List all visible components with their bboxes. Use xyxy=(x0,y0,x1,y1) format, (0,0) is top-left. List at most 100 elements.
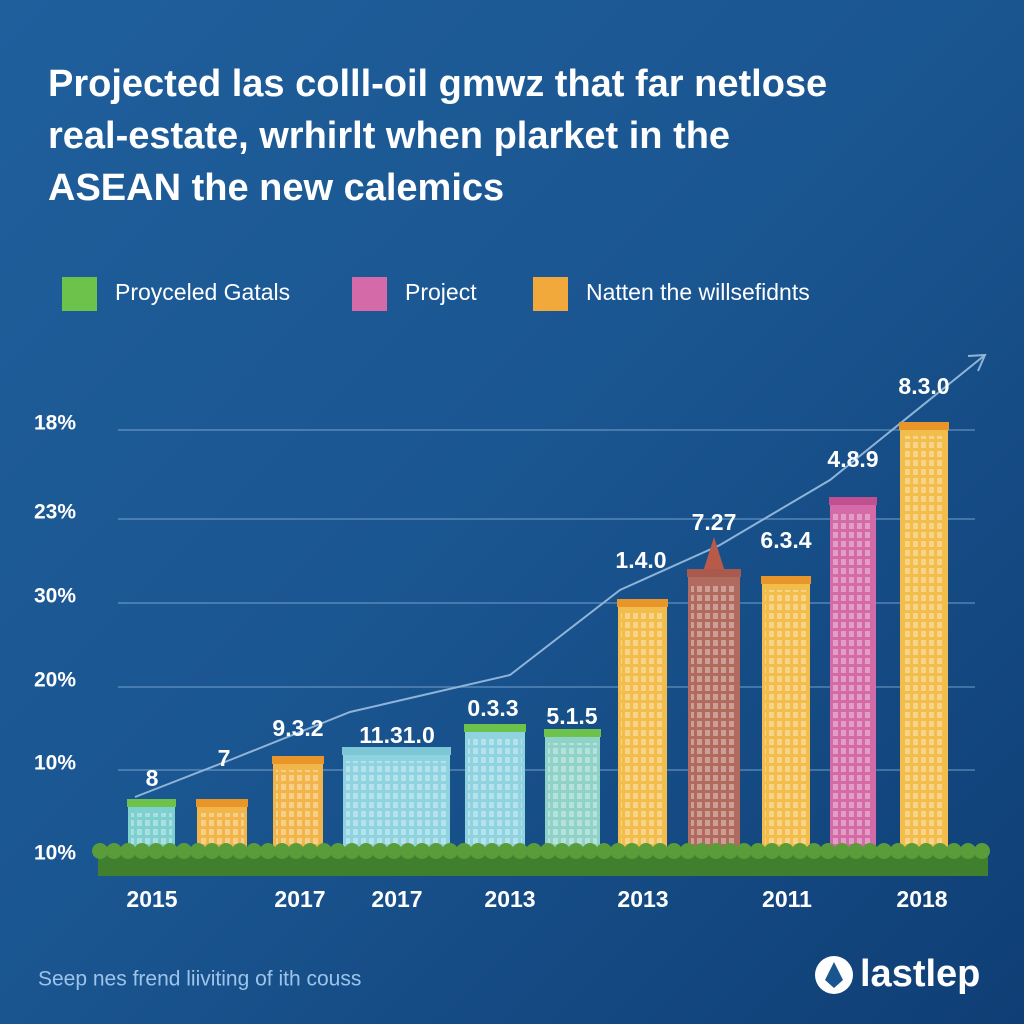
grass-bush xyxy=(428,843,444,859)
grass-bush xyxy=(862,843,878,859)
grass-bush xyxy=(848,843,864,859)
grass-bush xyxy=(204,843,220,859)
x-labels: 2015 2017 2017 2013 2013 2011 2018 xyxy=(126,886,947,912)
x-axis-label: 2011 xyxy=(762,886,812,912)
bar-label: 8 xyxy=(146,765,159,791)
grass-bush xyxy=(596,843,612,859)
bar-label: 0.3.3 xyxy=(467,695,518,721)
y-axis-label: 10% xyxy=(34,752,76,775)
grass-bush xyxy=(246,843,262,859)
grass-bush xyxy=(106,843,122,859)
title: Projected las colll-oil gmwz that far ne… xyxy=(48,63,827,209)
x-axis-label: 2018 xyxy=(896,886,947,912)
grass-bush xyxy=(316,843,332,859)
bar-roof xyxy=(761,576,811,584)
grass-bush xyxy=(400,843,416,859)
grass-bush xyxy=(652,843,668,859)
grass-bush xyxy=(750,843,766,859)
grass-bush xyxy=(302,843,318,859)
legend: Proyceled Gatals Project Natten the willse… xyxy=(62,277,810,311)
y-axis-label: 20% xyxy=(34,669,76,692)
grass-bush xyxy=(960,843,976,859)
legend-label: Project xyxy=(405,279,477,305)
grass-bush xyxy=(540,843,556,859)
logo-icon-mark xyxy=(825,962,843,988)
bars: 8 7 9.3.2 11.31.0 0.3.3 5.1.5 1.4.0 7.27 6.3.4 4.… xyxy=(127,373,950,855)
grass-bush xyxy=(582,843,598,859)
grass-bush xyxy=(288,843,304,859)
grass-bush xyxy=(260,843,276,859)
grass-bush xyxy=(974,843,990,859)
bar-roof xyxy=(127,799,176,807)
bar-roof xyxy=(272,756,324,764)
grass-bush xyxy=(344,843,360,859)
title-line: ASEAN the new calemics xyxy=(48,167,504,209)
grass-bush xyxy=(610,843,626,859)
grass-bush xyxy=(778,843,794,859)
grass-bush xyxy=(722,843,738,859)
grass-bush xyxy=(680,843,696,859)
grass-bush xyxy=(820,843,836,859)
bar-label: 5.1.5 xyxy=(546,703,597,729)
bar-windows xyxy=(346,761,447,851)
grass-bush xyxy=(190,843,206,859)
grass-bush xyxy=(330,843,346,859)
legend-label: Natten the willsefidnts xyxy=(586,279,810,305)
grass-bush xyxy=(806,843,822,859)
grass-bush xyxy=(498,843,514,859)
grass-bush xyxy=(92,843,108,859)
trend-arrow xyxy=(967,353,987,372)
grass-bush xyxy=(764,843,780,859)
bar-windows xyxy=(691,583,737,851)
x-axis-label: 2017 xyxy=(371,886,422,912)
bar-label: 11.31.0 xyxy=(359,722,434,748)
grass-bush xyxy=(148,843,164,859)
grass-bush xyxy=(358,843,374,859)
grass-bush xyxy=(162,843,178,859)
logo-text: lastlep xyxy=(860,953,980,995)
title-line: real-estate, wrhirlt when plarket in the xyxy=(48,115,730,157)
bar-roof xyxy=(829,497,877,505)
legend-swatch xyxy=(62,277,97,311)
grass-bush xyxy=(274,843,290,859)
bar-label: 1.4.0 xyxy=(615,547,666,573)
footer-text: Seep nes frend liiviting of ith couss xyxy=(38,968,361,991)
bar-roof xyxy=(544,729,601,737)
bar-label: 9.3.2 xyxy=(272,715,323,741)
grass-bush xyxy=(218,843,234,859)
grass-bush xyxy=(834,843,850,859)
bar-windows xyxy=(548,743,597,851)
bar-windows xyxy=(276,770,320,851)
bar-roof xyxy=(196,799,248,807)
title-line: Projected las colll-oil gmwz that far ne… xyxy=(48,63,827,105)
bar-windows xyxy=(621,613,664,851)
y-axis-label: 10% xyxy=(34,842,76,865)
grass-bush xyxy=(694,843,710,859)
grass-bush xyxy=(442,843,458,859)
grass-bush xyxy=(624,843,640,859)
x-axis-label: 2017 xyxy=(274,886,325,912)
bar-label: 6.3.4 xyxy=(760,527,811,553)
grass-bush xyxy=(918,843,934,859)
bar-windows xyxy=(468,738,522,851)
y-axis-label: 18% xyxy=(34,412,76,435)
grass-bush xyxy=(232,843,248,859)
bar-roof xyxy=(687,569,741,577)
y-axis-label: 30% xyxy=(34,585,76,608)
grass-bush xyxy=(638,843,654,859)
grass-bush xyxy=(414,843,430,859)
bar-label: 4.8.9 xyxy=(827,446,878,472)
grass-bush xyxy=(708,843,724,859)
bar-windows xyxy=(833,511,873,851)
grass-bush xyxy=(456,843,472,859)
legend-swatch xyxy=(533,277,568,311)
grass-bush xyxy=(512,843,528,859)
bar-label: 8.3.0 xyxy=(898,373,949,399)
grass-bush xyxy=(736,843,752,859)
y-axis-label: 23% xyxy=(34,501,76,524)
x-axis-label: 2013 xyxy=(484,886,535,912)
bar-label: 7 xyxy=(218,745,231,771)
legend-swatch xyxy=(352,277,387,311)
bar-roof xyxy=(617,599,668,607)
grass-bush xyxy=(120,843,136,859)
